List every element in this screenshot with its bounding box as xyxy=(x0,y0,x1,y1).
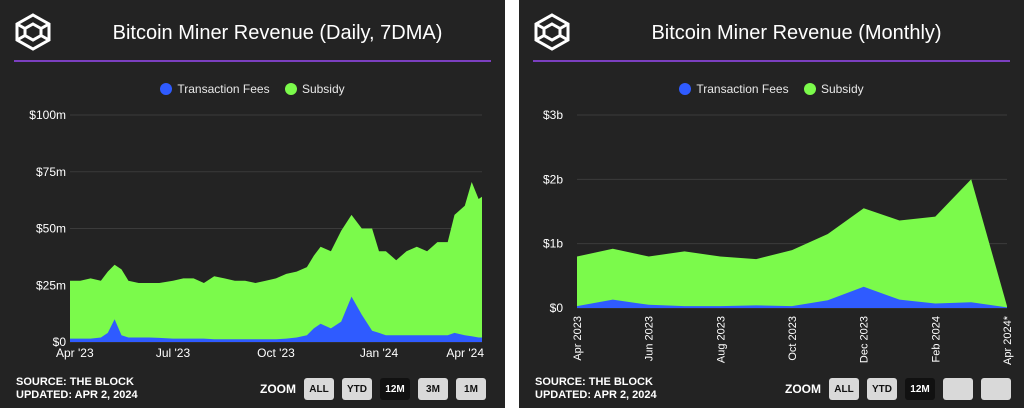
chart-title: Bitcoin Miner Revenue (Daily, 7DMA) xyxy=(112,22,443,44)
zoom-controls: ZOOM ALL YTD 12M xyxy=(785,378,1019,400)
legend: Transaction Fees Subsidy xyxy=(0,82,505,98)
legend-fees-dot-icon xyxy=(160,83,173,95)
zoom-blank-button-1[interactable] xyxy=(943,378,973,400)
the-block-logo-icon xyxy=(534,13,570,51)
zoom-3m-button[interactable]: 3M xyxy=(418,378,448,400)
x-tick-label: Dec 2023 xyxy=(859,316,871,363)
the-block-logo-icon xyxy=(15,13,51,51)
fees-area xyxy=(577,286,1007,308)
chart-panel-daily: Bitcoin Miner Revenue (Daily, 7DMA) Tran… xyxy=(0,0,505,408)
chart-panel-monthly: Bitcoin Miner Revenue (Monthly) Transact… xyxy=(519,0,1024,408)
zoom-label: ZOOM xyxy=(260,382,296,396)
zoom-ytd-button[interactable]: YTD xyxy=(342,378,372,400)
zoom-label: ZOOM xyxy=(785,382,821,396)
y-tick-label: $2b xyxy=(543,172,563,186)
title-divider xyxy=(533,60,1010,62)
y-tick-label: $0 xyxy=(53,335,67,349)
x-tick-label: Apr 2023 xyxy=(572,316,584,361)
zoom-1m-button[interactable]: 1M xyxy=(456,378,486,400)
x-tick-label: Jan '24 xyxy=(360,346,399,360)
monthly-revenue-chart: $0 $1b $2b $3b Apr 2023 Jun 2023 Aug 2023 Oct 2… xyxy=(543,108,1014,365)
zoom-all-button[interactable]: ALL xyxy=(304,378,334,400)
y-tick-label: $1b xyxy=(543,237,563,251)
x-tick-label: Jul '23 xyxy=(156,346,191,360)
subsidy-area xyxy=(577,179,1007,308)
legend-item-subsidy[interactable]: Subsidy xyxy=(284,82,345,96)
source-footer: SOURCE: THE BLOCK UPDATED: APR 2, 2024 xyxy=(16,376,138,402)
source-text: SOURCE: THE BLOCK xyxy=(16,376,134,388)
x-tick-label: Jun 2023 xyxy=(644,316,656,361)
daily-revenue-chart: $0 $25m $50m $75m $100m Apr '23 Jul '23 Oct '23… xyxy=(29,108,484,360)
x-tick-label: Aug 2023 xyxy=(715,316,727,363)
legend-item-fees[interactable]: Transaction Fees xyxy=(160,82,270,96)
chart-title: Bitcoin Miner Revenue (Monthly) xyxy=(651,22,942,44)
legend-fees-label: Transaction Fees xyxy=(177,82,270,96)
y-tick-label: $50m xyxy=(36,222,66,236)
y-tick-label: $100m xyxy=(29,108,66,122)
y-tick-label: $0 xyxy=(550,301,564,315)
zoom-blank-button-2[interactable] xyxy=(981,378,1011,400)
zoom-ytd-button[interactable]: YTD xyxy=(867,378,897,400)
zoom-all-button[interactable]: ALL xyxy=(829,378,859,400)
legend-subsidy-label: Subsidy xyxy=(820,82,864,96)
zoom-12m-button[interactable]: 12M xyxy=(905,378,935,400)
x-tick-label: Oct '23 xyxy=(257,346,295,360)
x-tick-label: Oct 2023 xyxy=(787,316,799,361)
legend-item-subsidy[interactable]: Subsidy xyxy=(803,82,864,96)
legend-fees-label: Transaction Fees xyxy=(696,82,789,96)
y-tick-label: $75m xyxy=(36,165,66,179)
x-tick-label: Apr '24 xyxy=(446,346,484,360)
updated-text: UPDATED: APR 2, 2024 xyxy=(16,389,138,401)
y-tick-label: $25m xyxy=(36,278,66,292)
zoom-controls: ZOOM ALL YTD 12M 3M 1M xyxy=(260,378,494,400)
fees-area xyxy=(70,296,482,342)
x-tick-label: Feb 2024 xyxy=(930,316,942,362)
legend: Transaction Fees Subsidy xyxy=(519,82,1024,98)
source-text: SOURCE: THE BLOCK xyxy=(535,376,653,388)
title-divider xyxy=(14,60,491,62)
legend-subsidy-label: Subsidy xyxy=(301,82,345,96)
legend-fees-dot-icon xyxy=(679,83,692,95)
x-tick-label: Apr 2024* xyxy=(1002,315,1014,365)
zoom-12m-button[interactable]: 12M xyxy=(380,378,410,400)
source-footer: SOURCE: THE BLOCK UPDATED: APR 2, 2024 xyxy=(535,376,657,402)
subsidy-area xyxy=(70,182,482,342)
legend-item-fees[interactable]: Transaction Fees xyxy=(679,82,789,96)
y-tick-label: $3b xyxy=(543,108,563,122)
x-tick-label: Apr '23 xyxy=(56,346,94,360)
legend-subsidy-dot-icon xyxy=(284,83,297,95)
legend-subsidy-dot-icon xyxy=(803,83,816,95)
updated-text: UPDATED: APR 2, 2024 xyxy=(535,389,657,401)
